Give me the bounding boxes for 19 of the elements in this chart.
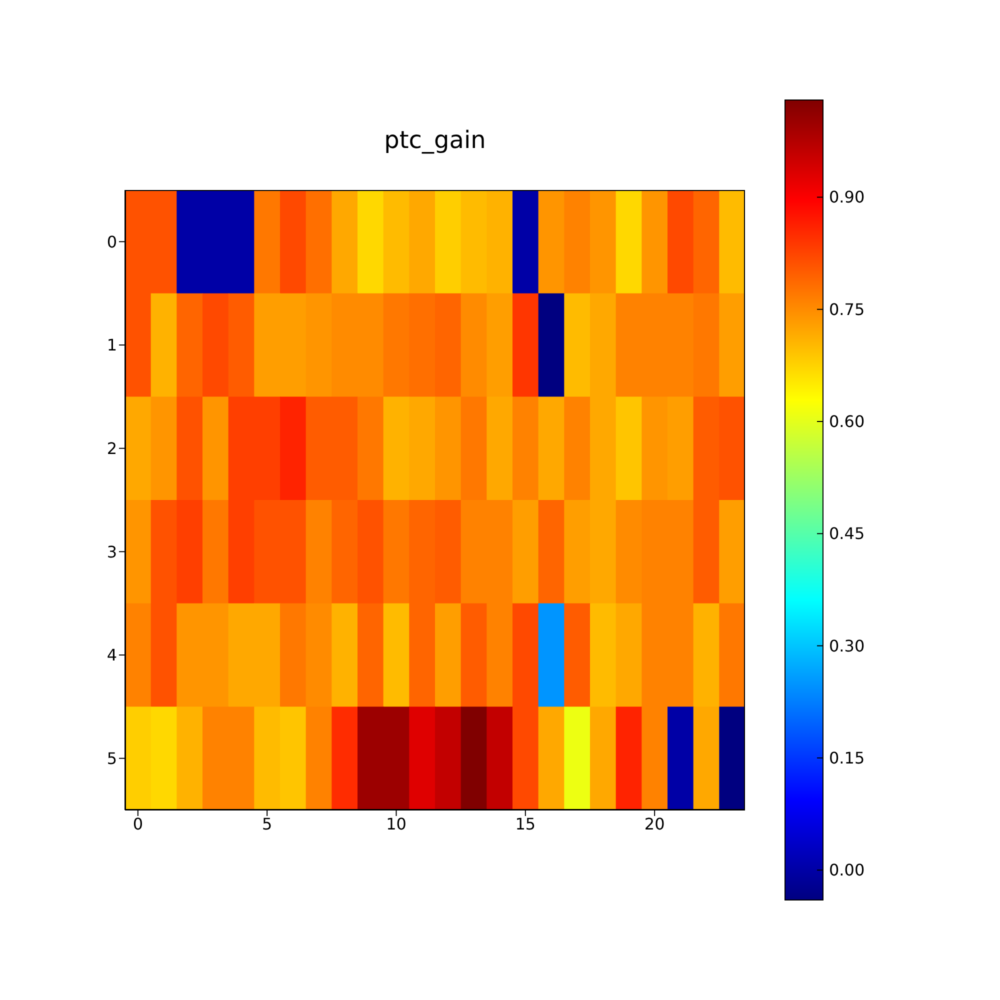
x-tick-label: 10 [386,814,406,834]
y-tick-label: 5 [106,749,117,768]
color-bar-label: 0.45 [829,524,865,544]
color-bar-label: 0.90 [829,188,865,207]
y-tick-label: 0 [106,232,117,252]
color-bar-label: 0.30 [829,636,865,656]
color-bar-label: 0.75 [829,300,865,319]
x-tick-label: 20 [644,814,665,834]
y-tick-label: 3 [106,542,117,562]
color-bar-label: 0.00 [829,860,865,880]
color-bar-label: 0.60 [829,412,865,431]
y-tick-label: 1 [106,336,117,355]
color-bar-label: 0.15 [829,748,865,768]
x-tick-label: 15 [515,814,536,834]
x-tick-label: 5 [262,814,272,834]
y-tick-label: 4 [106,646,117,665]
y-tick-label: 2 [106,439,117,458]
chart-title: ptc_gain [383,126,487,154]
x-tick-label: 0 [132,814,144,834]
